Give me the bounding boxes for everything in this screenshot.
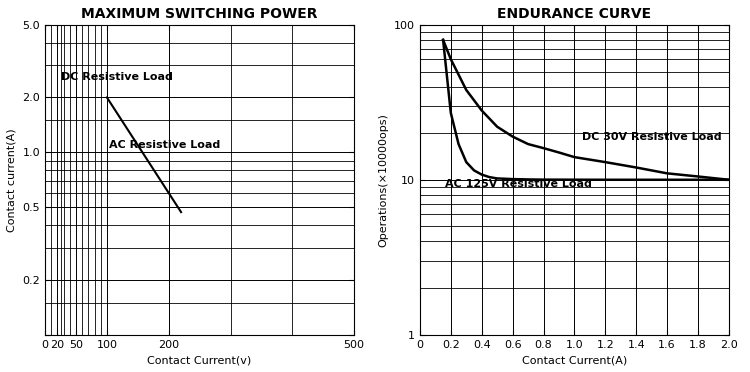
Text: AC Resistive Load: AC Resistive Load [109, 141, 220, 150]
X-axis label: Contact Current(A): Contact Current(A) [522, 355, 627, 365]
Text: DC Resistive Load: DC Resistive Load [61, 72, 172, 82]
Title: MAXIMUM SWITCHING POWER: MAXIMUM SWITCHING POWER [81, 7, 318, 21]
Y-axis label: Contact current(A): Contact current(A) [7, 128, 17, 232]
X-axis label: Contact Current(v): Contact Current(v) [148, 355, 252, 365]
Text: DC 30V Resistive Load: DC 30V Resistive Load [582, 132, 722, 142]
Y-axis label: Operations(×10000ops): Operations(×10000ops) [379, 113, 388, 247]
Title: ENDURANCE CURVE: ENDURANCE CURVE [497, 7, 652, 21]
Text: AC 125V Resistive Load: AC 125V Resistive Load [445, 179, 592, 189]
